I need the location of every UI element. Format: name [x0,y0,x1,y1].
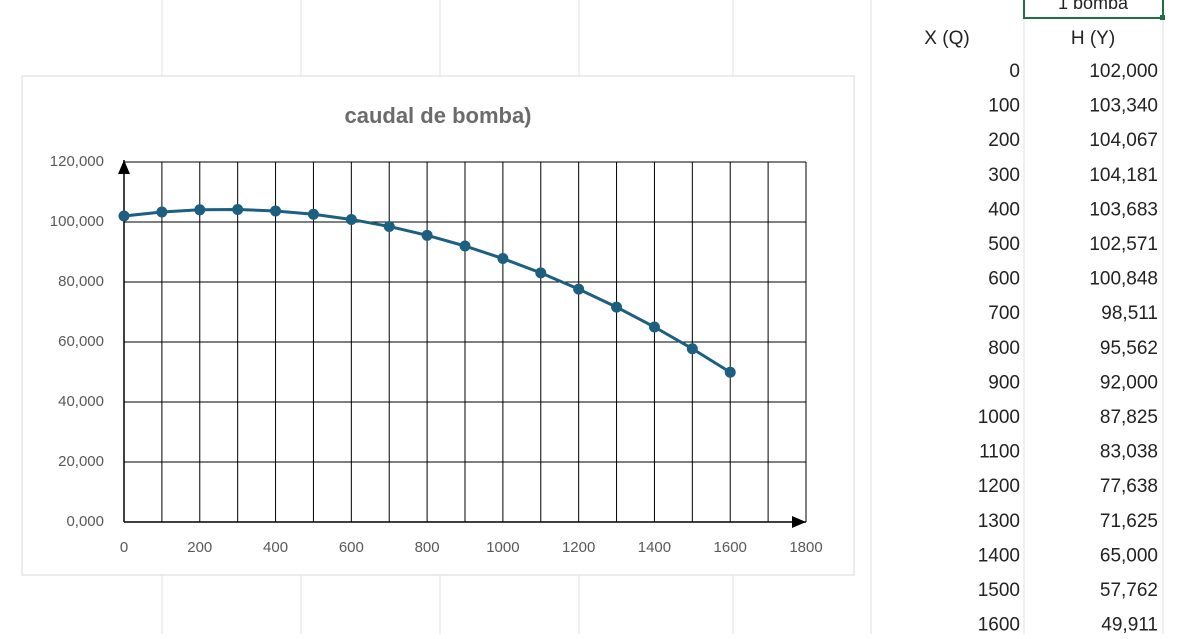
y-tick-label: 40,000 [58,393,104,410]
cell: 0 [1009,61,1020,82]
y-tick-label: 80,000 [58,273,104,290]
cell: 104,181 [1089,165,1158,186]
data-point [535,267,547,279]
data-point [156,206,168,218]
plot: 0,000 20,000 40,000 60,000 80,000 100,000 120,… [50,153,823,556]
cell: 200 [988,130,1020,151]
cell: 95,562 [1100,338,1158,359]
data-point [232,203,244,215]
cell: 300 [988,165,1020,186]
y-tick-label: 0,000 [66,513,104,530]
x-axis-arrow [792,516,806,528]
cell: 1400 [978,545,1020,566]
y-tick-label: 100,000 [50,213,104,230]
data-point [383,220,395,232]
y-tick-label: 60,000 [58,333,104,350]
chart-area[interactable] [21,75,855,576]
cell: 71,625 [1100,511,1158,532]
data-point [345,213,357,225]
x-tick-label: 1000 [486,539,519,556]
cell: 103,683 [1089,199,1158,220]
selected-cell[interactable] [1023,0,1164,19]
data-point [459,240,471,252]
cell: 57,762 [1100,580,1158,601]
cell: 103,340 [1089,96,1158,117]
x-tick-label: 400 [263,539,288,556]
cell: 102,571 [1089,234,1158,255]
data-point [118,210,130,222]
x-tick-label: 200 [187,539,212,556]
cell: 900 [988,372,1020,393]
x-tick-label: 0 [120,539,128,556]
cell: 98,511 [1101,303,1158,324]
cell: 49,911 [1101,615,1158,634]
y-axis-arrow [118,160,130,174]
cell: 77,638 [1100,476,1158,497]
cell: 400 [988,199,1020,220]
x-tick-label: 800 [415,539,440,556]
cell: 700 [988,303,1020,324]
cell: 600 [988,269,1020,290]
fill-handle[interactable] [1160,15,1165,20]
x-tick-label: 1600 [714,539,747,556]
data-point [270,205,282,217]
cell: 1500 [978,580,1020,601]
column-header: X (Q) [924,28,969,49]
y-tick-label: 120,000 [50,153,104,170]
cell: 104,067 [1089,130,1158,151]
cell: 102,000 [1089,61,1158,82]
data-point [307,208,319,220]
cell: 1100 [979,442,1020,463]
cell: 800 [988,338,1020,359]
cell: 87,825 [1100,407,1158,428]
cell: 83,038 [1100,442,1158,463]
x-tick-label: 1400 [638,539,671,556]
data-point [421,229,433,241]
cell-text: 1 bomba [1058,0,1129,13]
cell: 1200 [978,476,1020,497]
x-tick-label: 1800 [789,539,822,556]
cell: 1600 [978,615,1020,634]
chart-title: caudal de bomba) [344,103,531,128]
column-header: H (Y) [1071,28,1115,49]
data-point [573,283,585,295]
table: X (Q) H (Y) 0 102,000 100 103,340 200 104,067 30… [924,28,1158,636]
data-point [686,343,698,355]
data-point [724,366,736,378]
cell: 92,000 [1100,372,1158,393]
x-tick-label: 600 [339,539,364,556]
data-point [194,204,206,216]
cell: 100 [988,96,1020,117]
cell: 65,000 [1100,545,1158,566]
cell: 500 [988,234,1020,255]
cell: 100,848 [1089,269,1158,290]
cell: 1300 [978,511,1020,532]
data-point [648,321,660,333]
y-tick-label: 20,000 [58,453,104,470]
data-point [611,301,623,313]
cell: 1000 [978,407,1020,428]
x-tick-label: 1200 [562,539,595,556]
data-point [497,253,509,265]
